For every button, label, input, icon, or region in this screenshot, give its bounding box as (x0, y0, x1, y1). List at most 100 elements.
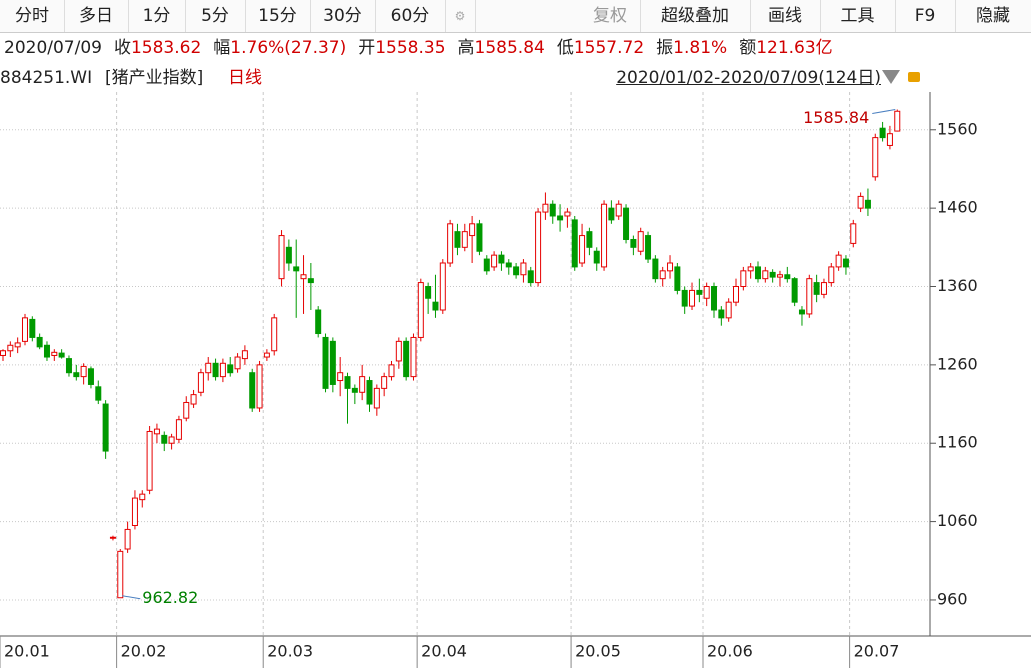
y-tick-label: 1260 (937, 354, 978, 373)
candle-body (227, 364, 234, 374)
candle-body (43, 344, 50, 358)
candle-body (696, 289, 703, 295)
candle-body (109, 536, 116, 539)
candle-body (65, 358, 72, 374)
candle-body (146, 430, 153, 491)
tool-button[interactable]: 隐藏 (955, 0, 1031, 32)
candle-body (549, 203, 556, 217)
lock-icon[interactable] (908, 72, 920, 82)
tool-button[interactable]: F9 (895, 0, 956, 32)
x-tick-label: 20.05 (575, 642, 621, 661)
y-tick-label: 1360 (937, 276, 978, 295)
x-tick-label: 20.04 (421, 642, 467, 661)
candle-body (234, 356, 241, 370)
candle-body (667, 262, 674, 272)
candle-body (776, 274, 783, 278)
candle-body (586, 231, 593, 248)
tab[interactable]: 分时 (0, 0, 65, 32)
x-tick-label: 20.02 (121, 642, 167, 661)
candle-body (820, 282, 827, 295)
candle-body (315, 309, 322, 335)
candle-body (601, 203, 608, 268)
candle-body (659, 270, 666, 280)
toolbar: 分时 多日 1分 5分 15分 30分 60分 ⚙ 复权 超级叠加 画线 工具 F9 隐藏 (0, 0, 1031, 33)
candle-body (0, 350, 6, 356)
field-label: 开 (358, 38, 376, 58)
field-value: 1585.84 (474, 38, 545, 58)
candle-body (711, 286, 718, 311)
candle-body (359, 376, 366, 393)
candle-body (249, 372, 256, 409)
dropdown[interactable] (882, 70, 900, 84)
candle-body (637, 231, 644, 252)
candle-body (828, 266, 835, 284)
candle-body (652, 258, 659, 280)
candle-body (36, 336, 43, 348)
candle-body (131, 497, 138, 527)
candle-body (161, 434, 168, 444)
candle-body (557, 215, 564, 221)
candle-body (87, 368, 94, 385)
candle-body (725, 301, 732, 319)
candle-body (212, 362, 219, 378)
candle-body (703, 286, 710, 299)
candle-body (329, 340, 336, 385)
tool-button[interactable]: 复权 (580, 0, 641, 32)
candle-body (278, 235, 285, 280)
candle-body (733, 286, 739, 303)
candle-body (681, 289, 688, 307)
candle-body (395, 340, 402, 362)
candle-body (740, 270, 747, 288)
candle-body (689, 289, 696, 307)
field-label: 幅 (213, 38, 231, 58)
period: 日线 (228, 68, 262, 88)
field-label: 额 (739, 38, 757, 58)
candle-body (153, 428, 160, 435)
tab[interactable]: 5分 (185, 0, 246, 32)
candle-body (806, 278, 813, 315)
candle-body (271, 317, 278, 352)
candle-body (410, 336, 417, 378)
candle-body (117, 550, 124, 599)
tab[interactable]: 1分 (128, 0, 186, 32)
field-value: 1583.62 (130, 38, 202, 58)
candle-body (791, 278, 798, 303)
candle-body (439, 262, 446, 311)
tab[interactable]: 30分 (310, 0, 376, 32)
index-name: [猪产业指数] (105, 68, 204, 88)
candle-body (337, 372, 344, 382)
tab[interactable]: 多日 (64, 0, 129, 32)
candle-body (454, 231, 461, 248)
candle-body (293, 266, 300, 272)
candle-body (366, 380, 373, 405)
date-range[interactable]: 2020/01/02-2020/07/09(124日) (616, 68, 881, 88)
candle-body (256, 364, 263, 409)
candle-body (7, 344, 14, 352)
tool-button[interactable]: 超级叠加 (640, 0, 751, 32)
field-value: 1558.35 (375, 38, 446, 58)
candle-body (542, 203, 549, 213)
candle-body (593, 250, 600, 264)
candle-body (219, 362, 226, 378)
title-bar: 884251.WI [猪产业指数] 日线 2020/01/02-2020/07/… (0, 64, 1031, 92)
candle-body (197, 372, 204, 393)
y-tick-label: 960 (937, 589, 968, 608)
tool-button[interactable]: 画线 (750, 0, 821, 32)
candle-body (630, 238, 637, 248)
settings-icon[interactable]: ⚙ (445, 0, 476, 32)
candle-body (322, 336, 329, 389)
tab[interactable]: 60分 (375, 0, 446, 32)
candle-body (798, 309, 805, 315)
tool-button[interactable]: 工具 (820, 0, 896, 32)
y-tick-label: 1060 (937, 511, 978, 530)
candle-body (168, 436, 175, 444)
candle-body (491, 254, 498, 268)
tab[interactable]: 15分 (245, 0, 311, 32)
candle-body (300, 274, 307, 280)
x-tick-label: 20.06 (707, 642, 753, 661)
candle-body (175, 419, 182, 440)
candle-body (623, 207, 630, 240)
candle-body (645, 235, 652, 260)
